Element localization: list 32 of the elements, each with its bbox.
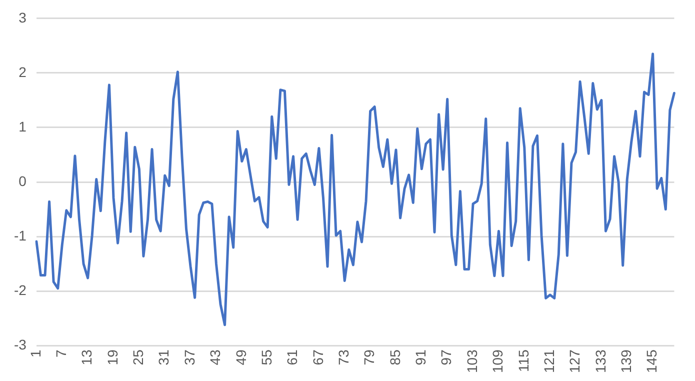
x-tick-label: 121 [540,349,557,373]
x-tick-label: 13 [78,349,95,366]
x-tick-label: 31 [156,349,172,366]
y-tick-label: 3 [18,9,27,26]
x-tick-label: 49 [232,349,249,366]
x-tick-label: 109 [490,349,506,373]
x-tick-label: 73 [335,349,352,366]
x-tick-label: 139 [618,349,634,373]
x-tick-label: 37 [181,349,198,366]
x-tick-label: 133 [592,349,608,373]
y-tick-label: 1 [18,118,27,134]
x-tick-label: 115 [515,349,532,372]
x-tick-label: 103 [464,349,480,373]
x-tick-label: 79 [361,349,378,366]
x-tick-label: 43 [207,349,224,366]
y-tick-label: 2 [18,64,27,80]
y-tick-label: 0 [18,172,27,189]
y-tick-label: -1 [14,227,27,244]
x-tick-label: 1 [27,349,44,358]
x-tick-label: 61 [284,349,300,366]
x-tick-label: 7 [52,349,69,358]
x-tick-label: 91 [412,349,429,366]
x-tick-label: 85 [386,349,403,366]
y-tick-label: -2 [14,282,27,298]
x-tick-label: 55 [258,349,274,366]
x-tick-label: 127 [566,349,583,373]
x-tick-label: 67 [310,349,326,366]
x-tick-label: 19 [104,349,120,366]
y-tick-label: -3 [14,336,27,352]
x-tick-label: 145 [644,349,660,373]
x-tick-label: 25 [130,349,146,366]
x-tick-label: 97 [438,349,454,366]
